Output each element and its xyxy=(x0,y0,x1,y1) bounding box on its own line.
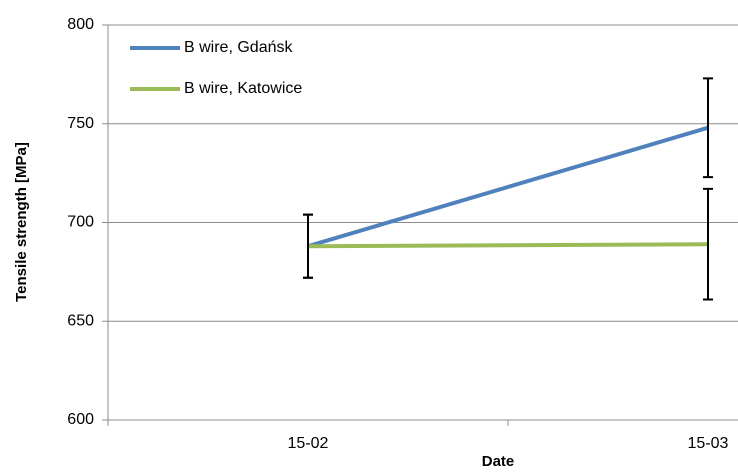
y-tick-label: 650 xyxy=(67,312,94,329)
y-axis-label: Tensile strength [MPa] xyxy=(13,142,30,302)
y-tick-label: 600 xyxy=(67,411,94,428)
y-tick-label: 700 xyxy=(67,214,94,231)
series-line xyxy=(307,125,709,249)
x-axis-label: Date xyxy=(482,453,515,470)
y-tick-label: 800 xyxy=(67,16,94,33)
series-line xyxy=(307,242,709,249)
x-tick-label: 15-03 xyxy=(688,435,729,452)
legend-label: B wire, Gdańsk xyxy=(184,39,293,56)
legend-label: B wire, Katowice xyxy=(184,80,302,97)
y-tick-label: 750 xyxy=(67,115,94,132)
error-bar xyxy=(703,77,713,179)
error-bar xyxy=(303,213,313,279)
error-bar xyxy=(703,187,713,301)
x-tick-label: 15-02 xyxy=(288,435,329,452)
